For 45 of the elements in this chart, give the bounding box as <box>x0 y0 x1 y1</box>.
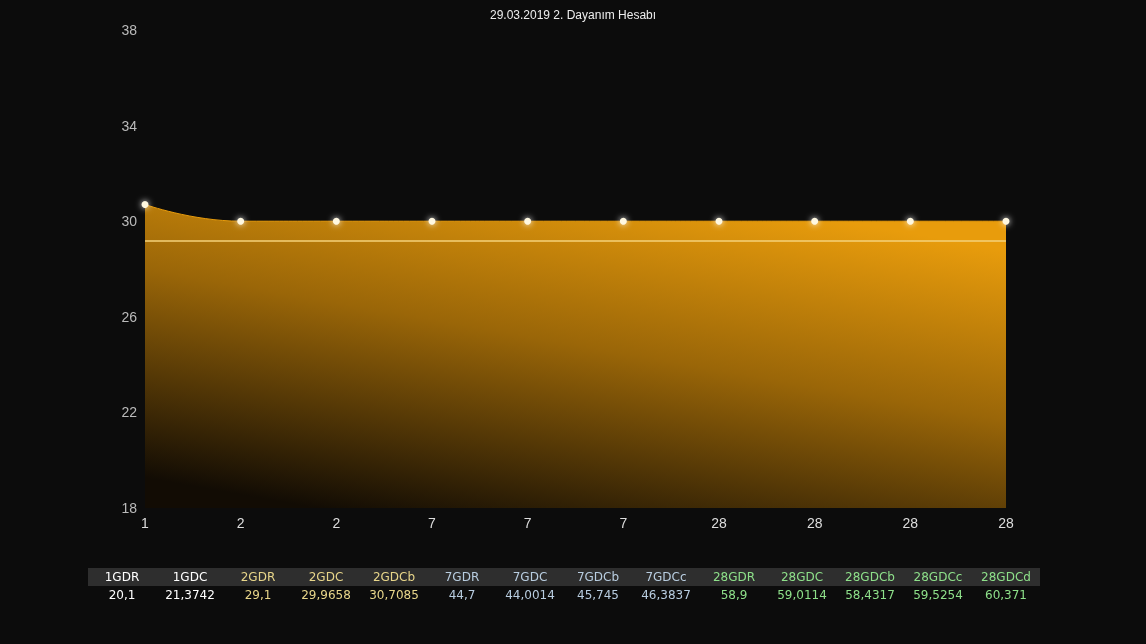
text: 7GDCc <box>632 568 700 586</box>
x-tick-label: 2 <box>236 515 245 531</box>
text: 1GDR <box>88 568 156 586</box>
text: 29,9658 <box>300 587 352 604</box>
text: 29,1 <box>243 587 273 604</box>
text: 28GDC <box>768 568 836 586</box>
x-tick-label: 28 <box>902 515 919 531</box>
text: 7GDR <box>428 568 496 586</box>
text: 44,0014 <box>504 587 556 604</box>
text: 20,1 <box>107 587 137 604</box>
y-tick-label: 30 <box>121 213 138 230</box>
text: 58,9 <box>719 587 749 604</box>
text: 2GDC <box>292 568 360 586</box>
y-tick-label: 34 <box>121 117 138 134</box>
x-tick-label: 28 <box>806 515 823 531</box>
text: 58,4317 <box>844 587 896 604</box>
x-tick-label: 1 <box>141 515 150 531</box>
y-tick-label: 18 <box>121 500 138 516</box>
y-tick-label: 22 <box>121 404 138 421</box>
x-tick-label: 28 <box>998 515 1014 531</box>
text: 28GDCd <box>972 568 1040 586</box>
y-tick-label: 38 <box>121 22 138 38</box>
text: 59,5254 <box>912 587 964 604</box>
text: 60,371 <box>984 587 1028 604</box>
text: 28GDR <box>700 568 768 586</box>
x-tick-label: 28 <box>711 515 727 531</box>
text: 46,3837 <box>640 587 692 604</box>
x-tick-label: 7 <box>619 515 628 531</box>
text: 1GDC <box>156 568 224 586</box>
text: 7GDC <box>496 568 564 586</box>
x-tick-label: 7 <box>428 515 437 531</box>
text: 28GDCc <box>904 568 972 586</box>
chart-title: 29.03.2019 2. Dayanım Hesabı <box>489 8 657 22</box>
text: 59,0114 <box>776 587 828 604</box>
text: 21,3742 <box>164 587 216 604</box>
y-tick-label: 26 <box>121 308 138 325</box>
text: 45,745 <box>576 587 620 604</box>
x-tick-label: 7 <box>523 515 532 531</box>
x-tick-label: 2 <box>332 515 341 531</box>
text: 44,7 <box>447 587 477 604</box>
text: 30,7085 <box>368 587 420 604</box>
text: 7GDCb <box>564 568 632 586</box>
text: 2GDCb <box>360 568 428 586</box>
text: 2GDR <box>224 568 292 586</box>
text: 28GDCb <box>836 568 904 586</box>
